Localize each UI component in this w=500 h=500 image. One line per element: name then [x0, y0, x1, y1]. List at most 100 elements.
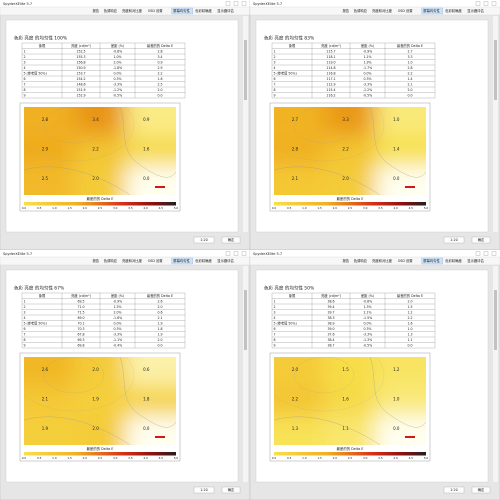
scale-tick-label: 3.0 — [113, 206, 118, 210]
heat-cell — [324, 165, 376, 195]
tab[interactable]: 屏幕均匀性 — [423, 258, 440, 263]
button-label[interactable]: 确定 — [478, 237, 485, 242]
tab[interactable]: 报告 — [93, 258, 100, 263]
scrollbar — [243, 16, 248, 232]
window-control[interactable] — [491, 251, 497, 256]
window-control[interactable] — [483, 251, 489, 256]
button-label[interactable]: 1:20 — [450, 488, 457, 492]
heat-cell — [375, 415, 426, 445]
button-label[interactable]: 确定 — [228, 487, 235, 492]
tab[interactable]: 色彩精确度 — [195, 8, 212, 13]
scroll-thumb[interactable] — [494, 290, 497, 350]
tab[interactable]: 色彩精确度 — [445, 258, 462, 263]
button[interactable] — [471, 486, 491, 494]
tab[interactable]: 显示器评估 — [217, 8, 234, 13]
tab[interactable]: OSD 设置 — [398, 8, 414, 13]
tab-active — [171, 257, 193, 265]
scale-tick-label: 3.0 — [113, 456, 118, 460]
title-bar — [250, 0, 500, 7]
table-header: 象限 — [39, 43, 46, 48]
table-cell: -0.8% — [113, 49, 122, 53]
legend-title: 最差的的 Delta E — [337, 446, 364, 451]
button[interactable] — [221, 486, 241, 494]
tab[interactable]: 报告 — [343, 8, 350, 13]
tab[interactable]: OSD 设置 — [148, 8, 164, 13]
window-control[interactable] — [483, 1, 489, 6]
tab[interactable]: 屏幕均匀性 — [173, 8, 190, 13]
button[interactable] — [193, 486, 215, 494]
window-control[interactable] — [225, 1, 231, 6]
table-cell: 152.9 — [76, 93, 85, 97]
scale-tick-label: 4.5 — [159, 456, 164, 460]
tab[interactable]: 显示器评估 — [467, 8, 484, 13]
button-label[interactable]: 1:20 — [200, 488, 207, 492]
button-label[interactable]: 确定 — [228, 237, 235, 242]
scale-tick-label: 4.5 — [159, 206, 164, 210]
button-label[interactable]: 1:20 — [200, 238, 207, 242]
tab[interactable]: 色调响应 — [354, 8, 368, 13]
tab[interactable]: 报告 — [93, 8, 100, 13]
tab[interactable]: 色调响应 — [104, 8, 118, 13]
window-control[interactable] — [233, 1, 239, 6]
table-cell: 2.5 — [157, 82, 162, 86]
window-control[interactable] — [475, 251, 481, 256]
window-control[interactable] — [491, 1, 497, 6]
map-label: 2.7 — [292, 117, 299, 122]
scrollbar — [493, 16, 498, 232]
scroll-thumb[interactable] — [244, 290, 247, 350]
map-label: 2.9 — [42, 147, 49, 152]
legend-swatch — [405, 186, 415, 188]
color-scale — [24, 452, 176, 456]
tab[interactable]: 色调响应 — [104, 258, 118, 263]
tab[interactable]: 亮度和对比度 — [122, 258, 142, 263]
scroll-thumb[interactable] — [494, 40, 497, 100]
tab[interactable]: 显示器评估 — [217, 258, 234, 263]
tab[interactable]: 亮度和对比度 — [372, 258, 392, 263]
button[interactable] — [193, 236, 215, 244]
table-cell: 1.1% — [363, 55, 371, 59]
tab[interactable]: 色彩精确度 — [195, 258, 212, 263]
heat-cell — [24, 386, 75, 416]
tab[interactable]: 亮度和对比度 — [122, 8, 142, 13]
map-label: 2.8 — [42, 117, 49, 122]
window-control[interactable] — [233, 251, 239, 256]
tab[interactable]: 屏幕均匀性 — [423, 8, 440, 13]
table-header: 象限 — [39, 293, 46, 298]
window-control[interactable] — [241, 1, 247, 6]
button[interactable] — [471, 236, 491, 244]
window: SpyderXElite 5.7 报告 色调响应 亮度和对比度 OSD 设置 屏幕均匀性色… — [0, 0, 251, 251]
table-cell: 4 — [274, 316, 276, 320]
tab[interactable]: 色彩精确度 — [445, 8, 462, 13]
color-scale — [24, 202, 176, 206]
table-cell: 39.7 — [327, 310, 334, 314]
legend-swatch — [155, 186, 165, 188]
table-cell: 0.0% — [363, 321, 371, 325]
scroll-thumb[interactable] — [244, 40, 247, 100]
table-cell: 1.0% — [113, 55, 121, 59]
table-cell: 5 (参考值 50%) — [24, 320, 47, 325]
window-control[interactable] — [241, 251, 247, 256]
table-cell: 1.6 — [157, 77, 162, 81]
table-cell: 4 — [24, 316, 26, 320]
button-label[interactable]: 确定 — [478, 487, 485, 492]
tab[interactable]: OSD 设置 — [148, 258, 164, 263]
button[interactable] — [443, 236, 465, 244]
tab[interactable]: OSD 设置 — [398, 258, 414, 263]
table-cell: 0.9 — [157, 60, 162, 64]
button[interactable] — [443, 486, 465, 494]
button[interactable] — [221, 236, 241, 244]
tab[interactable]: 屏幕均匀性 — [173, 258, 190, 263]
window-control[interactable] — [225, 251, 231, 256]
tab[interactable]: 亮度和对比度 — [372, 8, 392, 13]
tab[interactable]: 显示器评估 — [467, 258, 484, 263]
scale-tick-label: 3.0 — [363, 206, 368, 210]
window-control[interactable] — [475, 1, 481, 6]
table-cell: 69.8 — [77, 343, 84, 347]
scale-tick-label: 2.0 — [83, 456, 88, 460]
tab[interactable]: 报告 — [343, 258, 350, 263]
table-cell: 3 — [274, 310, 276, 314]
button-label[interactable]: 1:20 — [450, 238, 457, 242]
table-cell: 0.3% — [363, 327, 371, 331]
map-label: 3.4 — [92, 117, 99, 122]
tab[interactable]: 色调响应 — [354, 258, 368, 263]
